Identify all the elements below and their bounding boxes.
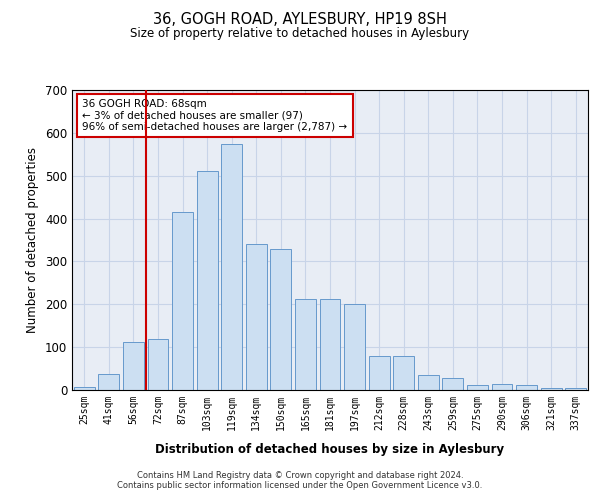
Bar <box>148 340 169 390</box>
Bar <box>491 384 512 390</box>
Bar <box>368 356 389 390</box>
Bar <box>74 386 95 390</box>
Bar <box>172 212 193 390</box>
Bar <box>393 356 414 390</box>
Bar <box>221 144 242 390</box>
Bar <box>123 342 144 390</box>
Text: Contains HM Land Registry data © Crown copyright and database right 2024.
Contai: Contains HM Land Registry data © Crown c… <box>118 470 482 490</box>
Y-axis label: Number of detached properties: Number of detached properties <box>26 147 40 333</box>
Bar <box>344 304 365 390</box>
Bar <box>418 375 439 390</box>
Text: 36 GOGH ROAD: 68sqm
← 3% of detached houses are smaller (97)
96% of semi-detache: 36 GOGH ROAD: 68sqm ← 3% of detached hou… <box>82 99 347 132</box>
Bar <box>541 388 562 390</box>
Bar <box>271 248 292 390</box>
Bar <box>467 385 488 390</box>
Bar <box>246 244 267 390</box>
Bar <box>295 299 316 390</box>
Bar <box>98 374 119 390</box>
Bar <box>565 388 586 390</box>
Text: 36, GOGH ROAD, AYLESBURY, HP19 8SH: 36, GOGH ROAD, AYLESBURY, HP19 8SH <box>153 12 447 28</box>
Bar <box>442 378 463 390</box>
Bar <box>516 385 537 390</box>
Text: Size of property relative to detached houses in Aylesbury: Size of property relative to detached ho… <box>130 28 470 40</box>
Bar <box>320 299 340 390</box>
Bar <box>197 172 218 390</box>
Text: Distribution of detached houses by size in Aylesbury: Distribution of detached houses by size … <box>155 442 505 456</box>
